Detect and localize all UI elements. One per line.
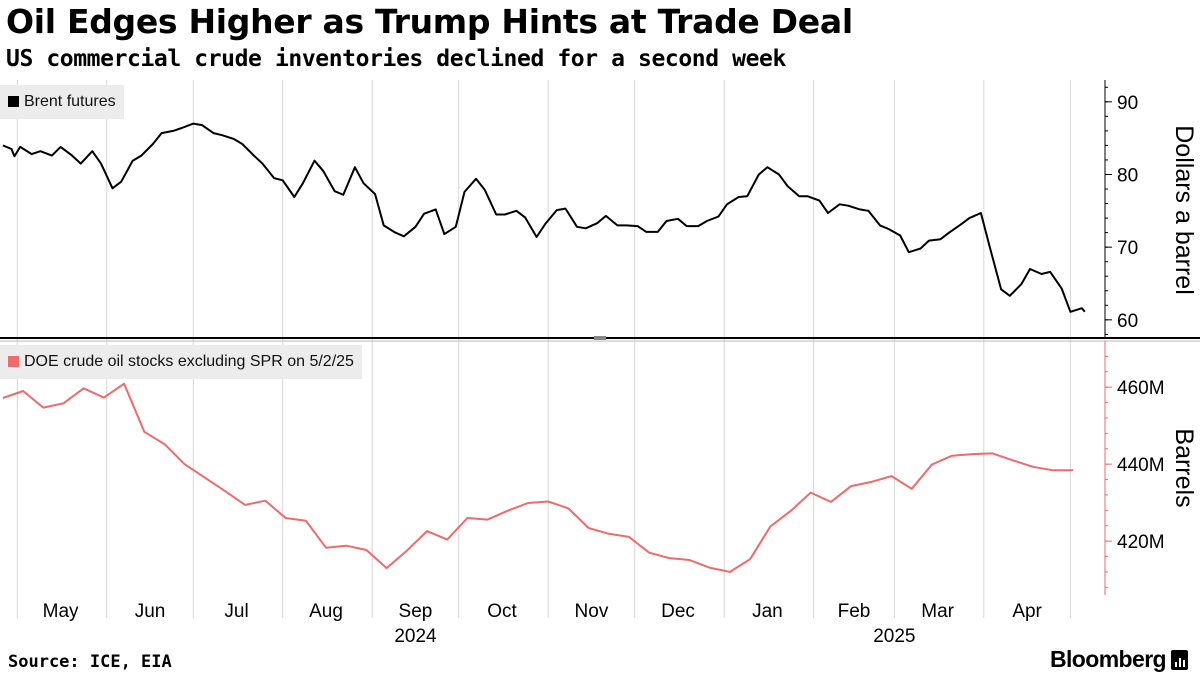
x-tick-label-mar: Mar <box>921 601 954 622</box>
x-tick-label-jun: Jun <box>135 601 166 622</box>
x-tick-label-dec: Dec <box>661 601 695 622</box>
legend-swatch-brent <box>8 96 19 107</box>
x-tick-label-nov: Nov <box>575 601 609 622</box>
x-tick-label-sep: Sep <box>399 601 433 622</box>
x-tick-label-may: May <box>43 601 79 622</box>
y-tick-label-price-3: 90 <box>1117 93 1138 114</box>
x-year-label-2024: 2024 <box>394 626 437 647</box>
x-tick-label-jan: Jan <box>752 601 783 622</box>
source-note: Source: ICE, EIA <box>8 652 172 672</box>
x-tick-label-apr: Apr <box>1012 601 1042 622</box>
y-tick-label-stocks-1: 440M <box>1117 455 1165 476</box>
chart-subtitle: US commercial crude inventories declined… <box>6 46 786 72</box>
y-axis-title-stocks: Barrels <box>1170 428 1198 507</box>
bloomberg-terminal-icon <box>1171 650 1188 670</box>
chart-title: Oil Edges Higher as Trump Hints at Trade… <box>6 2 853 41</box>
x-tick-label-feb: Feb <box>838 601 871 622</box>
y-tick-label-price-1: 70 <box>1117 238 1138 259</box>
bloomberg-logo: Bloomberg <box>1050 646 1167 672</box>
series-line-brent <box>2 122 1086 313</box>
legend-swatch-stocks <box>8 356 19 367</box>
x-year-label-2025: 2025 <box>873 626 915 647</box>
x-tick-label-oct: Oct <box>487 601 517 622</box>
y-tick-label-price-2: 80 <box>1117 165 1138 186</box>
y-tick-label-price-0: 60 <box>1117 311 1138 332</box>
legend-brent: Brent futures <box>0 85 124 119</box>
series-line-stocks <box>2 382 1074 573</box>
y-tick-label-stocks-0: 420M <box>1117 532 1165 553</box>
y-tick-label-stocks-2: 460M <box>1117 378 1165 399</box>
legend-stocks: DOE crude oil stocks excluding SPR on 5/… <box>0 345 362 379</box>
x-tick-label-aug: Aug <box>309 601 343 622</box>
y-axis-title-price: Dollars a barrel <box>1170 125 1198 295</box>
legend-label-brent: Brent futures <box>24 93 116 110</box>
x-tick-label-jul: Jul <box>224 601 248 622</box>
panel-resize-handle <box>594 336 606 340</box>
legend-label-stocks: DOE crude oil stocks excluding SPR on 5/… <box>24 353 354 370</box>
